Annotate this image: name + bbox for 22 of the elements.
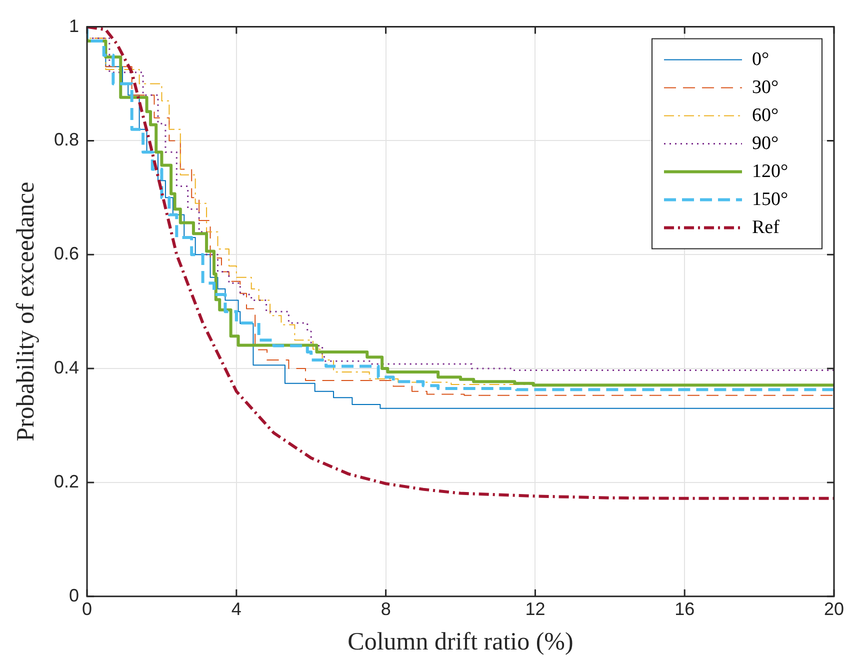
y-axis-title: Probability of exceedance bbox=[12, 182, 40, 442]
legend-label: 30° bbox=[752, 76, 779, 98]
legend-label: 0° bbox=[752, 48, 770, 70]
legend-label: 60° bbox=[752, 104, 779, 126]
y-tick-label: 0.4 bbox=[54, 358, 80, 378]
x-tick-label: 20 bbox=[824, 599, 844, 620]
y-tick-label: 0.6 bbox=[54, 244, 80, 264]
y-tick-label: 1 bbox=[69, 16, 80, 36]
x-axis-title: Column drift ratio (%) bbox=[348, 628, 574, 656]
x-tick-label: 12 bbox=[525, 599, 546, 620]
y-tick-label: 0.2 bbox=[54, 471, 80, 492]
x-tick-label: 0 bbox=[82, 599, 92, 620]
x-tick-label: 4 bbox=[231, 599, 242, 620]
line-series bbox=[87, 26, 834, 500]
legend-label: 120° bbox=[752, 160, 788, 182]
legend-label: 90° bbox=[752, 132, 779, 154]
legend-label: Ref bbox=[752, 216, 780, 238]
y-tick-label: 0.8 bbox=[54, 130, 80, 150]
legend-label: 150° bbox=[752, 188, 788, 210]
x-tick-label: 8 bbox=[380, 599, 391, 620]
x-tick-label: 16 bbox=[674, 599, 695, 620]
y-tick-label: 0 bbox=[69, 585, 80, 606]
